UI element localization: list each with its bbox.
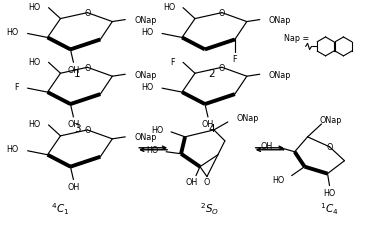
Text: ONap: ONap [134, 133, 157, 142]
Text: 4: 4 [209, 123, 215, 133]
Text: HO: HO [323, 188, 336, 197]
Text: HO: HO [272, 175, 285, 184]
Text: HO: HO [146, 146, 158, 155]
Text: O: O [219, 9, 225, 18]
Text: 2: 2 [209, 69, 215, 79]
Text: $^2S_O$: $^2S_O$ [200, 201, 219, 216]
Text: O: O [219, 63, 225, 72]
Text: ONap: ONap [237, 114, 259, 123]
Text: OH: OH [67, 182, 80, 191]
Text: HO: HO [28, 120, 40, 129]
Text: HO: HO [163, 3, 175, 12]
Text: HO: HO [141, 82, 153, 91]
Text: ONap: ONap [319, 116, 342, 125]
Text: OH: OH [67, 65, 80, 74]
Text: F: F [170, 58, 175, 67]
Text: HO: HO [6, 28, 19, 37]
Text: OH: OH [261, 142, 273, 151]
Text: ONap: ONap [134, 16, 157, 25]
Text: O: O [204, 177, 210, 186]
Text: HO: HO [141, 28, 153, 37]
Text: Nap =: Nap = [284, 34, 309, 43]
Text: F: F [14, 82, 19, 91]
Text: ONap: ONap [269, 70, 291, 79]
Text: F: F [233, 55, 237, 63]
Text: HO: HO [28, 58, 40, 67]
Text: $^1C_4$: $^1C_4$ [320, 201, 339, 216]
Text: O: O [84, 9, 91, 18]
Text: HO: HO [151, 126, 163, 135]
Text: OH: OH [186, 177, 198, 186]
Text: HO: HO [6, 145, 19, 154]
Text: 1: 1 [74, 69, 81, 79]
Text: O: O [326, 143, 333, 152]
Text: ONap: ONap [269, 16, 291, 25]
Text: HO: HO [28, 3, 40, 12]
Text: OH: OH [67, 120, 80, 129]
Text: OH: OH [202, 120, 214, 129]
Text: O: O [84, 126, 91, 135]
Text: $^4C_1$: $^4C_1$ [51, 201, 70, 216]
Text: O: O [84, 63, 91, 72]
Text: 3: 3 [74, 123, 81, 133]
Text: ONap: ONap [134, 70, 157, 79]
